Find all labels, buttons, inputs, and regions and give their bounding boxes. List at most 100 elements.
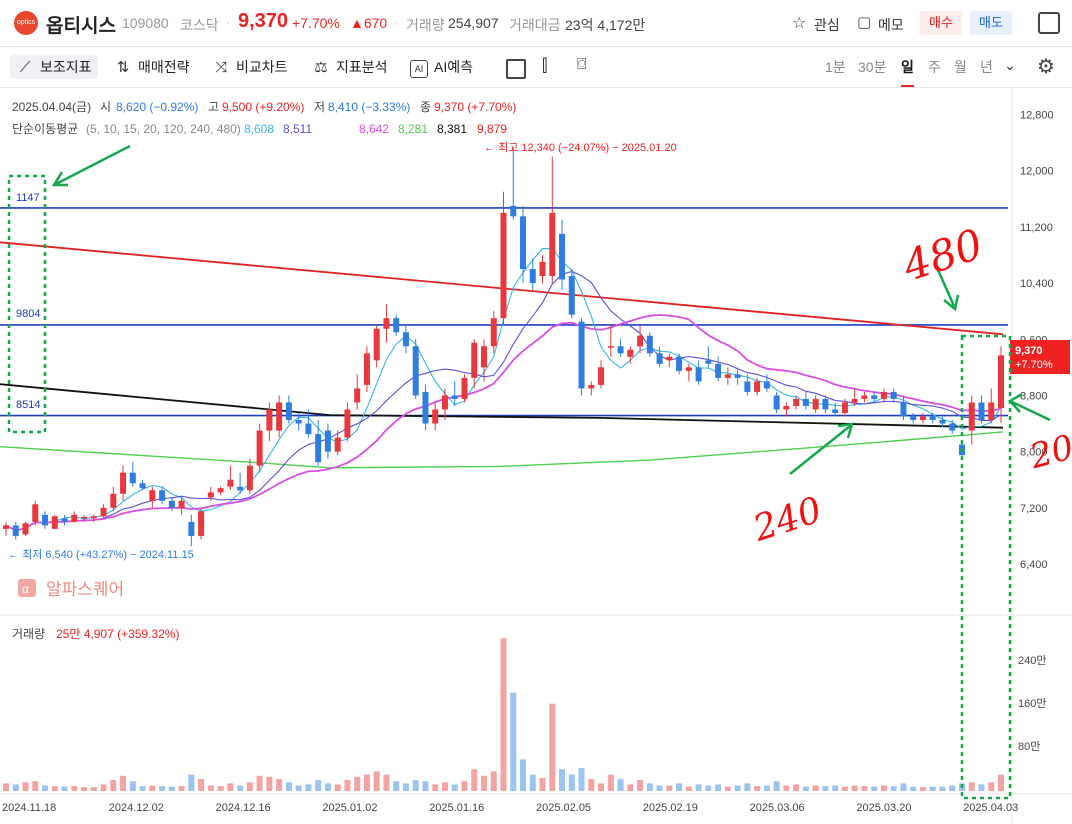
strategy-icon: ⇅ <box>116 59 130 76</box>
volume-pane-label: 거래량 <box>12 627 45 641</box>
candle-body <box>695 367 702 382</box>
chevron-down-icon[interactable]: ⌄ <box>1004 57 1016 73</box>
candle-body <box>432 409 439 424</box>
candle-body <box>227 479 234 487</box>
period-week[interactable]: 주 <box>928 59 941 75</box>
star-icon[interactable]: ☆ <box>792 15 807 32</box>
annotation-box-right <box>960 334 1012 800</box>
volume-bar <box>129 781 136 791</box>
candle-body <box>71 514 78 522</box>
x-tick-label: 2025.04.03 <box>963 802 1018 814</box>
volume-bar <box>529 774 536 791</box>
hline-label-8514: 8514 <box>16 399 40 411</box>
period-month[interactable]: 월 <box>954 59 967 75</box>
period-day[interactable]: 일 <box>901 57 914 87</box>
candle-body <box>51 516 58 529</box>
candle-body <box>32 504 39 522</box>
candle-type-icon[interactable]: ⫿ <box>542 56 548 75</box>
market-label: 코스닥 <box>180 17 219 33</box>
favorite-button[interactable]: 관심 <box>814 17 840 33</box>
price-chart[interactable]: 12,80012,00011,20010,4009,6008,8008,0007… <box>0 88 1072 824</box>
ai-predict-button[interactable]: AI AI예측 <box>410 55 473 79</box>
candle-body <box>217 488 224 493</box>
candle-body <box>871 395 878 399</box>
candle-body <box>168 500 175 508</box>
volume-bar <box>42 785 49 791</box>
volume-bar <box>324 783 331 791</box>
volume-value: 254,907 <box>448 15 499 31</box>
compare-button[interactable]: ⤨ 비교차트 <box>212 55 288 79</box>
candle-body <box>100 507 107 517</box>
candle-body <box>822 398 829 410</box>
volume-bar <box>871 786 878 791</box>
min-price-label: ← 최저 6,540 (+43.27%) − 2024.11.15 <box>8 548 194 561</box>
candle-body <box>471 342 478 378</box>
candle-body <box>988 402 995 421</box>
memo-icon[interactable]: ▢ <box>857 14 872 31</box>
strategy-button[interactable]: ⇅ 매매전략 <box>114 55 190 79</box>
draw-box-icon[interactable] <box>506 59 526 79</box>
period-30min[interactable]: 30분 <box>858 59 887 75</box>
volume-bar <box>500 638 507 791</box>
camera-icon[interactable]: ⌼ <box>577 56 587 73</box>
x-tick-label: 2025.01.02 <box>322 802 377 814</box>
period-1min[interactable]: 1분 <box>825 59 846 75</box>
candle-body <box>646 335 653 354</box>
analysis-button[interactable]: ⚖ 지표분석 <box>312 55 388 79</box>
candle-body <box>402 332 409 347</box>
volume-bar <box>51 786 58 791</box>
volume-bar <box>178 786 185 791</box>
volume-bar <box>939 786 946 791</box>
candle-body <box>315 434 322 463</box>
analysis-label: 지표분석 <box>336 59 388 75</box>
candle-body <box>500 212 507 319</box>
memo-button[interactable]: 메모 <box>878 17 904 33</box>
volume-label: 거래량 <box>406 17 445 33</box>
candle-body <box>802 398 809 406</box>
volume-bar <box>929 786 936 791</box>
info-date: 2025.04.04(금) <box>12 100 91 114</box>
analysis-icon: ⚖ <box>314 59 328 76</box>
y-tick-label: 12,800 <box>1020 110 1054 122</box>
low-value: 8,410 (−3.33%) <box>328 100 410 114</box>
volume-bar <box>120 775 127 791</box>
volume-bar <box>305 784 312 791</box>
annotation-box-left <box>7 174 47 434</box>
volume-bar <box>851 785 858 791</box>
change-amount: ▲670 <box>350 15 388 31</box>
company-logo: optics <box>14 11 38 35</box>
candle-body <box>890 391 897 399</box>
candle-body <box>207 492 214 498</box>
volume-bar <box>734 785 741 791</box>
buy-button[interactable]: 매수 <box>920 11 962 35</box>
panel-toggle-icon[interactable] <box>1038 12 1060 34</box>
chart-toolbar: ⟋ 보조지표 ⇅ 매매전략 ⤨ 비교차트 ⚖ 지표분석 AI AI예측 ⫿ ⌼ 1분 30… <box>0 47 1072 88</box>
candle-body <box>617 346 624 354</box>
candle-body <box>861 395 868 399</box>
volume-bar <box>890 786 897 791</box>
divider-dot: · <box>226 14 231 30</box>
volume-bar <box>412 780 419 791</box>
volume-bar <box>910 786 917 791</box>
candle-body <box>900 402 907 417</box>
candle-body <box>763 381 770 389</box>
volume-bar <box>510 692 517 791</box>
ma-label: 단순이동평균 <box>12 122 78 136</box>
hline-label-1147: 1147 <box>16 192 40 204</box>
sell-button[interactable]: 매도 <box>970 11 1012 35</box>
divider-dot: · <box>394 14 399 30</box>
indicators-button[interactable]: ⟋ 보조지표 <box>10 55 98 79</box>
x-tick-label: 2025.02.19 <box>643 802 698 814</box>
period-year[interactable]: 년 <box>980 59 993 75</box>
volume-bar <box>685 786 692 791</box>
volume-bar <box>637 780 644 791</box>
candle-body <box>22 523 29 535</box>
volume-bar <box>705 785 712 791</box>
x-tick-label: 2024.12.02 <box>109 802 164 814</box>
volume-axis-tick: 160만 <box>1018 697 1046 710</box>
volume-bar <box>71 786 78 791</box>
high-value: 9,500 (+9.20%) <box>222 100 304 114</box>
settings-gear-icon[interactable]: ⚙ <box>1037 56 1055 78</box>
volume-bar <box>861 786 868 791</box>
candle-body <box>149 490 156 501</box>
